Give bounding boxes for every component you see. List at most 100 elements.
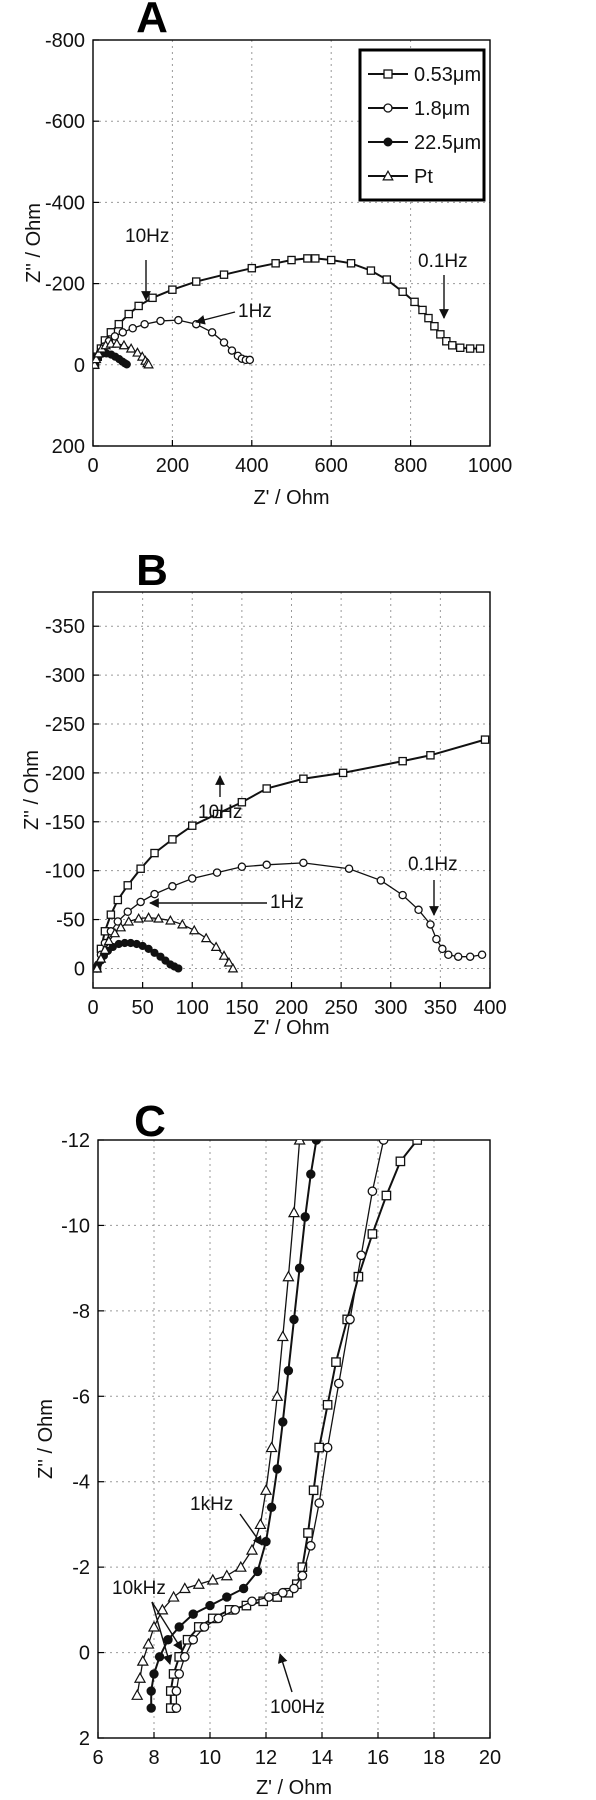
data-point-open-circle bbox=[438, 944, 447, 954]
y-tick-label: -50 bbox=[56, 910, 85, 932]
x-tick-label: 100 bbox=[176, 997, 209, 1019]
data-point-open-circle bbox=[398, 890, 407, 900]
data-point-triangle bbox=[125, 343, 137, 353]
data-point-filled-circle bbox=[174, 1622, 184, 1632]
data-point-open-circle bbox=[367, 1186, 378, 1197]
legend: 0.53μm 1.8μm 22.5μm Pt bbox=[358, 48, 486, 202]
data-point-triangle bbox=[282, 1270, 295, 1282]
x-tick-label: 350 bbox=[424, 997, 457, 1019]
annotation-label: 1kHz bbox=[190, 1494, 233, 1515]
x-tick-label: 20 bbox=[479, 1747, 501, 1769]
y-axis-label: Z'' / Ohm bbox=[21, 750, 43, 830]
data-point-triangle bbox=[131, 1689, 144, 1700]
data-point-open-circle bbox=[237, 862, 247, 872]
data-point-triangle bbox=[93, 962, 103, 973]
data-point-triangle bbox=[118, 339, 130, 350]
panel-label: B bbox=[136, 546, 168, 595]
x-tick-label: 200 bbox=[275, 997, 308, 1019]
x-tick-label: 1000 bbox=[468, 455, 513, 477]
data-point-filled-circle bbox=[283, 1365, 294, 1376]
x-tick-label: 150 bbox=[225, 997, 258, 1019]
data-point-square bbox=[247, 263, 257, 273]
data-point-filled-circle bbox=[154, 1652, 165, 1662]
data-point-square bbox=[148, 293, 157, 303]
x-tick-label: 6 bbox=[92, 1747, 103, 1769]
data-point-triangle bbox=[218, 950, 230, 960]
data-point-square bbox=[191, 277, 201, 286]
annotation-label: 0.1Hz bbox=[418, 251, 468, 272]
data-point-triangle bbox=[210, 941, 222, 951]
data-point-open-circle bbox=[344, 864, 354, 873]
data-point-square bbox=[465, 344, 475, 353]
data-point-square bbox=[106, 910, 116, 919]
data-point-square bbox=[326, 255, 336, 265]
data-point-square bbox=[412, 1140, 423, 1145]
data-point-square bbox=[113, 895, 123, 905]
data-point-filled-circle bbox=[278, 1417, 288, 1427]
x-tick-label: 50 bbox=[132, 997, 154, 1019]
annotation-arrow bbox=[151, 1601, 173, 1665]
data-point-square bbox=[418, 305, 427, 315]
data-point-triangle bbox=[382, 169, 394, 181]
data-point-open-circle bbox=[156, 316, 165, 326]
data-point-square bbox=[395, 1156, 406, 1167]
x-tick-label: 10 bbox=[199, 1747, 221, 1769]
data-point-square bbox=[314, 1442, 325, 1453]
panel-label: A bbox=[136, 0, 168, 42]
data-point-triangle bbox=[109, 927, 121, 938]
panel-b: B 0 50 100 150 200 250 300 350 400 -350 -300 -250 -20… bbox=[21, 546, 507, 1039]
data-point-open-circle bbox=[179, 1651, 190, 1662]
data-point-filled-circle bbox=[300, 1212, 310, 1222]
x-axis-label: Z' / Ohm bbox=[253, 487, 329, 509]
data-point-triangle bbox=[188, 924, 200, 935]
y-tick-label: -600 bbox=[45, 111, 85, 133]
data-point-open-circle bbox=[245, 355, 255, 365]
data-point-triangle bbox=[259, 1483, 273, 1495]
y-tick-label: -12 bbox=[61, 1130, 90, 1152]
data-point-square bbox=[366, 266, 376, 275]
plot-frame bbox=[92, 39, 491, 447]
data-point-triangle bbox=[265, 1441, 278, 1453]
data-point-triangle bbox=[147, 1620, 161, 1632]
data-point-triangle bbox=[93, 353, 102, 364]
data-point-triangle bbox=[115, 921, 127, 932]
data-point-square bbox=[346, 259, 356, 268]
data-point-square bbox=[187, 821, 197, 830]
series-layer bbox=[93, 254, 485, 370]
data-point-open-circle bbox=[263, 1592, 274, 1602]
data-point-filled-circle bbox=[252, 1566, 263, 1577]
data-point-triangle bbox=[254, 1518, 267, 1530]
y-tick-label: 200 bbox=[52, 436, 85, 458]
data-point-triangle bbox=[234, 1560, 247, 1572]
data-point-filled-circle bbox=[294, 1263, 305, 1273]
legend-entry: 1.8μm bbox=[414, 98, 470, 120]
data-point-filled-circle bbox=[222, 1592, 232, 1602]
data-point-open-circle bbox=[219, 338, 229, 347]
x-tick-label: 0 bbox=[87, 455, 98, 477]
data-point-square bbox=[168, 835, 177, 844]
data-point-square bbox=[212, 809, 222, 819]
data-point-square bbox=[262, 784, 271, 793]
y-tick-label: -400 bbox=[45, 192, 85, 214]
data-point-triangle bbox=[206, 1573, 219, 1585]
data-point-square bbox=[136, 864, 145, 873]
data-point-square bbox=[299, 774, 308, 784]
data-point-triangle bbox=[271, 1390, 284, 1401]
data-point-open-circle bbox=[140, 319, 149, 329]
data-point-triangle bbox=[132, 347, 143, 357]
data-point-square bbox=[168, 285, 177, 294]
series-layer bbox=[93, 735, 490, 973]
data-point-triangle bbox=[111, 338, 123, 348]
data-point-filled-circle bbox=[188, 1609, 198, 1619]
data-point-open-circle bbox=[227, 346, 237, 355]
y-tick-label: -250 bbox=[45, 714, 85, 736]
panel-label: C bbox=[134, 1097, 166, 1146]
data-point-square bbox=[150, 848, 159, 858]
annotation-arrow bbox=[239, 1513, 263, 1546]
data-point-open-circle bbox=[414, 905, 423, 915]
data-point-filled-circle bbox=[146, 1703, 156, 1713]
data-point-open-circle bbox=[188, 1634, 199, 1645]
data-point-filled-circle bbox=[205, 1600, 215, 1611]
data-point-triangle bbox=[200, 932, 212, 943]
data-point-square bbox=[322, 1399, 333, 1410]
